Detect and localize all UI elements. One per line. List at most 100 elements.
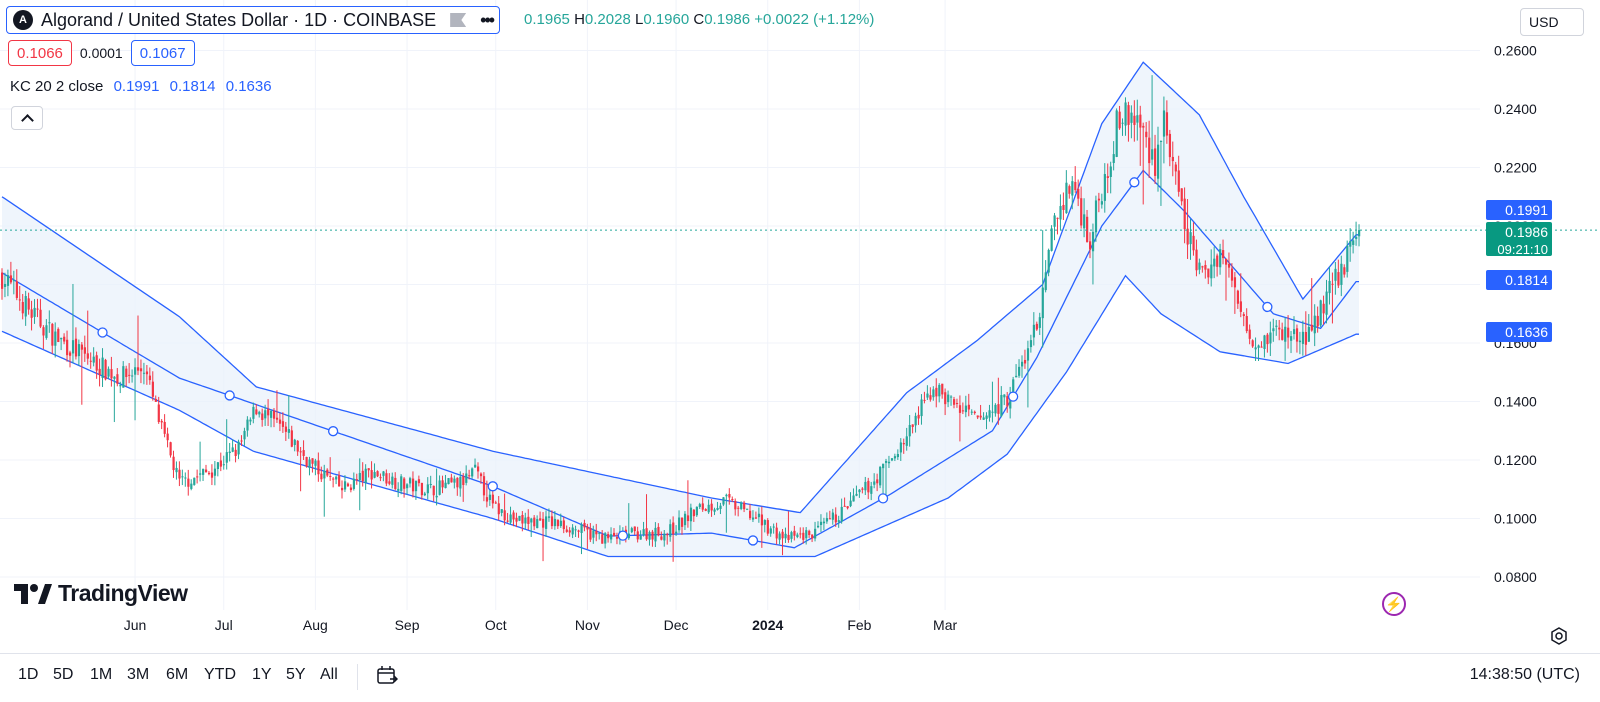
symbol-legend[interactable]: A Algorand / United States Dollar · 1D ·… xyxy=(6,6,501,34)
candle-body xyxy=(1207,268,1210,278)
candle-body xyxy=(932,389,935,398)
candle xyxy=(482,472,486,502)
price-label: 0.1636 xyxy=(1486,322,1552,342)
candle xyxy=(468,469,471,480)
candle-body xyxy=(743,502,746,510)
candle xyxy=(314,458,317,476)
signal-markers xyxy=(97,177,1273,546)
bid-button[interactable]: 0.1066 xyxy=(8,40,72,66)
candle xyxy=(917,406,920,425)
candle xyxy=(181,469,184,486)
candle xyxy=(654,522,657,548)
tradingview-logo: TradingView xyxy=(14,580,188,607)
range-1m[interactable]: 1M xyxy=(90,666,113,683)
candle xyxy=(270,409,273,428)
candle xyxy=(1154,134,1157,184)
time-tick-label: Dec xyxy=(664,617,689,633)
indicator-legend[interactable]: KC 20 2 close 0.1991 0.1814 0.1636 xyxy=(10,78,272,95)
candle xyxy=(1035,321,1038,331)
candle-body xyxy=(938,384,941,397)
candle xyxy=(1275,319,1278,336)
candle-body xyxy=(1239,301,1242,312)
candle-body xyxy=(1242,314,1245,316)
candle xyxy=(988,404,991,422)
range-1y[interactable]: 1Y xyxy=(252,666,272,683)
candle-body xyxy=(1316,315,1319,327)
candle-body xyxy=(1165,112,1169,136)
candle xyxy=(651,529,654,547)
candle-body xyxy=(775,527,778,539)
candle xyxy=(1180,188,1183,206)
candle-body xyxy=(793,530,796,536)
candle-body xyxy=(163,421,166,434)
candle xyxy=(184,472,187,487)
candle xyxy=(793,525,796,541)
candle xyxy=(1216,253,1219,277)
candle-body xyxy=(77,344,81,357)
candle xyxy=(1227,252,1231,278)
candle xyxy=(1053,212,1056,241)
candle xyxy=(1171,141,1174,177)
flag-icon[interactable] xyxy=(450,13,467,27)
lightning-icon[interactable]: ⚡ xyxy=(1382,592,1406,616)
range-all[interactable]: All xyxy=(320,666,338,683)
candle xyxy=(71,283,75,364)
candle-body xyxy=(1142,125,1145,128)
candle xyxy=(550,510,554,530)
candle-body xyxy=(757,513,761,518)
candle xyxy=(45,319,48,340)
range-5d[interactable]: 5D xyxy=(53,666,74,683)
candle-body xyxy=(896,454,900,458)
ask-button[interactable]: 0.1067 xyxy=(130,40,195,66)
range-3m[interactable]: 3M xyxy=(127,666,150,683)
candle xyxy=(778,531,781,545)
candle-body xyxy=(1278,327,1281,330)
time-tick-label: Jul xyxy=(215,617,233,633)
candle-body xyxy=(9,275,13,283)
candle xyxy=(796,532,799,539)
candle xyxy=(317,452,320,482)
range-ytd[interactable]: YTD xyxy=(204,666,236,683)
candle-body xyxy=(435,495,438,498)
date-range-icon[interactable] xyxy=(376,665,398,685)
candle xyxy=(952,396,956,409)
candle-body xyxy=(270,410,273,418)
range-6m[interactable]: 6M xyxy=(166,666,189,683)
candle-body xyxy=(796,534,799,538)
candle xyxy=(657,523,660,537)
high-value: 0.2028 xyxy=(584,11,631,28)
candle xyxy=(113,376,116,423)
collapse-legend-button[interactable] xyxy=(11,106,43,130)
candle xyxy=(252,402,255,424)
candle xyxy=(89,352,92,369)
candle-body xyxy=(663,533,666,541)
candle xyxy=(547,508,551,522)
candle-body xyxy=(716,507,719,510)
candle-body xyxy=(1340,263,1343,285)
candle xyxy=(704,508,707,512)
utc-clock[interactable]: 14:38:50 (UTC) xyxy=(1469,666,1580,683)
candle-body xyxy=(1100,201,1104,205)
candle xyxy=(725,493,728,533)
candle xyxy=(642,521,645,537)
candle-body xyxy=(1328,280,1331,294)
more-icon[interactable]: ••• xyxy=(480,9,495,30)
candle-body xyxy=(1331,283,1334,285)
range-1d[interactable]: 1D xyxy=(18,666,39,683)
candle-body xyxy=(296,440,299,452)
gear-icon[interactable] xyxy=(1550,627,1568,645)
candle-body xyxy=(1148,137,1151,164)
candle xyxy=(536,515,539,529)
candle xyxy=(1304,311,1308,356)
price-chart[interactable]: 0.08000.10000.12000.14000.16000.18000.20… xyxy=(0,0,1600,653)
candle xyxy=(633,526,636,535)
candle xyxy=(240,435,243,446)
candle xyxy=(852,488,855,502)
candle xyxy=(1230,263,1234,288)
candle-body xyxy=(683,513,687,526)
candle-body xyxy=(1012,379,1015,397)
candle xyxy=(1032,312,1036,346)
candle-body xyxy=(83,347,86,354)
currency-select[interactable]: USD xyxy=(1520,8,1584,36)
range-5y[interactable]: 5Y xyxy=(286,666,306,683)
